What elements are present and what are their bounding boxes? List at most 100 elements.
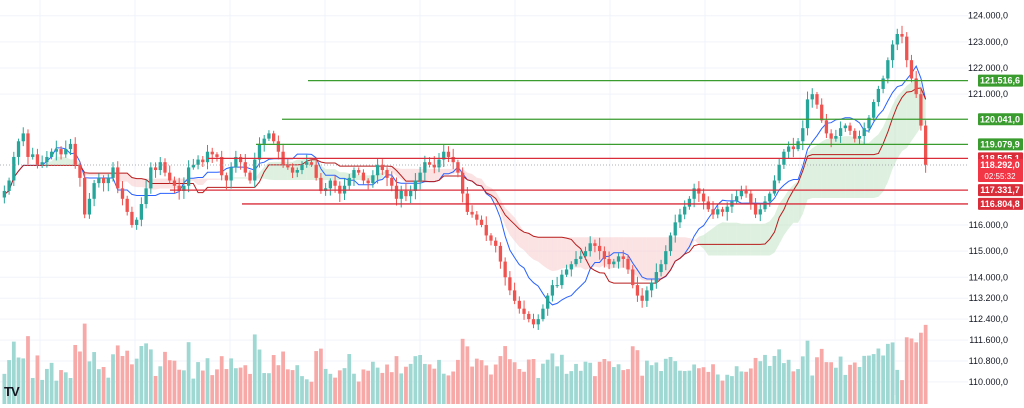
volume-bar — [635, 350, 640, 404]
candle-body — [479, 219, 484, 225]
cloud-segment — [533, 236, 539, 262]
candle-body — [843, 125, 847, 129]
volume-bar — [451, 371, 456, 404]
candle-body — [626, 258, 630, 270]
volume-bar — [583, 361, 588, 404]
volume-bar — [484, 365, 489, 404]
candle-body — [26, 133, 30, 157]
volume-bar — [767, 365, 772, 404]
cloud-segment — [401, 168, 406, 183]
candle-body — [749, 193, 753, 205]
volume-bar — [848, 364, 852, 404]
candle-body — [564, 269, 569, 275]
cloud-segment — [405, 168, 411, 183]
volume-bar — [923, 324, 928, 404]
cloud-segment — [193, 178, 199, 186]
cloud-segment — [868, 138, 874, 198]
candlesticks — [2, 25, 928, 330]
candle-body — [234, 156, 238, 168]
candle-body — [224, 175, 229, 181]
candle-body — [92, 183, 96, 199]
price-tick-label: 110.000,0 — [969, 377, 1008, 387]
cloud-segment — [816, 141, 822, 198]
volume-bar — [663, 358, 668, 404]
candle-body — [418, 172, 422, 181]
volume-bar — [153, 375, 158, 404]
volume-bar — [49, 362, 54, 404]
volume-bar — [909, 338, 914, 404]
volume-bar — [328, 373, 333, 404]
cloud-segment — [722, 222, 728, 256]
volume-bar — [352, 373, 356, 404]
candle-body — [333, 180, 337, 186]
candle-body — [49, 151, 54, 157]
candle-body — [427, 162, 432, 165]
volume-bar — [730, 376, 734, 404]
candle-body — [607, 258, 611, 265]
candle-body — [305, 162, 309, 165]
candle-body — [475, 214, 479, 220]
price-tick-label: 114.000,0 — [969, 272, 1008, 282]
price-axis[interactable]: 124.000,0 123.000,0 122.000,0 121.000,0 116.… — [968, 0, 1024, 408]
candle-body — [380, 164, 384, 171]
candle-body — [772, 180, 777, 194]
volume-bar — [578, 370, 583, 404]
candle-body — [583, 251, 588, 257]
level-label: 116.804,8 — [980, 199, 1020, 209]
volume-bar — [262, 373, 267, 404]
volume-bar — [16, 357, 21, 404]
volume-bar — [309, 381, 314, 404]
candle-body — [909, 60, 914, 79]
volume-bar — [186, 342, 191, 404]
cloud-segment — [89, 173, 95, 176]
candle-body — [97, 177, 101, 184]
cloud-segment — [713, 224, 718, 256]
cloud-segment — [632, 237, 638, 277]
cloud-segment — [850, 136, 855, 198]
cloud-segment — [136, 178, 142, 188]
cloud-segment — [557, 237, 562, 271]
candle-body — [116, 167, 120, 189]
indicator-lines — [4, 65, 927, 306]
price-tick-label: 121.000,0 — [968, 89, 1008, 99]
volume-bar — [120, 355, 125, 404]
candle-body — [791, 146, 796, 150]
cloud-segment — [439, 168, 444, 181]
candle-body — [347, 177, 351, 186]
candle-body — [683, 206, 687, 215]
candle-body — [546, 295, 550, 309]
candle-body — [645, 290, 649, 301]
candle-body — [919, 94, 923, 126]
candle-body — [560, 274, 564, 286]
level-badge — [978, 138, 1023, 151]
volume-bar — [267, 373, 271, 404]
candle-body — [357, 170, 361, 173]
volume-bar — [63, 372, 68, 404]
reference-levels — [0, 80, 968, 205]
volume-bar — [441, 373, 446, 404]
volume-bar — [503, 346, 508, 404]
cloud-segment — [731, 222, 737, 256]
cloud-segment — [807, 148, 813, 200]
cloud-segment — [774, 203, 780, 253]
cloud-segment — [94, 173, 99, 176]
candle-body — [824, 120, 829, 134]
volume-bar — [654, 362, 659, 404]
candle-body — [215, 154, 219, 157]
volume-bar — [446, 375, 451, 404]
last-price-label: 118.292,0 — [980, 160, 1020, 170]
cloud-segment — [273, 161, 279, 181]
candle-body — [21, 133, 25, 142]
price-tick-label: 115.000,0 — [969, 246, 1008, 256]
candle-body — [687, 198, 692, 207]
candle-body — [286, 164, 290, 168]
volume-bar — [418, 355, 423, 404]
volume-bar — [68, 377, 73, 404]
candle-body — [640, 295, 644, 301]
candle-body — [442, 151, 446, 160]
candle-body — [163, 162, 167, 173]
candle-body — [758, 209, 762, 215]
candle-body — [678, 214, 682, 223]
last-price-badge — [978, 159, 1023, 183]
